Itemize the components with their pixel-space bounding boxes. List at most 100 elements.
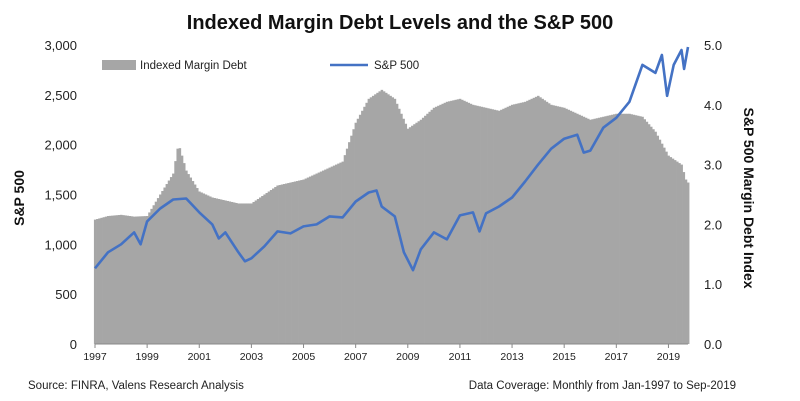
margin-debt-bar xyxy=(667,155,670,344)
margin-debt-bar xyxy=(528,99,531,344)
margin-debt-bar xyxy=(649,126,653,344)
margin-debt-bar xyxy=(632,114,636,345)
margin-debt-bar xyxy=(193,184,197,344)
margin-debt-bar xyxy=(222,199,225,344)
margin-debt-bar xyxy=(419,119,423,344)
margin-debt-bar xyxy=(604,116,607,345)
margin-debt-bar xyxy=(628,113,631,345)
margin-debt-bar xyxy=(178,148,182,344)
margin-debt-bar xyxy=(176,148,179,344)
y-axis-left-ticks: 0 500 1,000 1,500 2,000 2,500 3,000 xyxy=(44,38,77,352)
y-right-tick-label: 3.0 xyxy=(704,158,722,173)
margin-debt-bar xyxy=(450,100,453,345)
margin-debt-bar xyxy=(215,198,219,344)
margin-debt-bar xyxy=(130,216,134,344)
y-right-tick-label: 1.0 xyxy=(704,277,722,292)
margin-debt-bar xyxy=(169,177,173,344)
margin-debt-bar xyxy=(434,106,438,344)
margin-debt-bar xyxy=(543,100,547,344)
margin-debt-bar xyxy=(552,105,555,344)
margin-debt-bar xyxy=(684,179,688,344)
margin-debt-bar xyxy=(367,98,371,344)
coverage-note: Data Coverage: Monthly from Jan-1997 to … xyxy=(469,380,736,392)
margin-debt-bar xyxy=(174,161,177,344)
y-left-tick-label: 500 xyxy=(55,287,77,302)
margin-debt-bar xyxy=(106,216,110,344)
margin-debt-bar xyxy=(428,111,431,344)
margin-debt-bar xyxy=(324,169,327,344)
margin-debt-bar xyxy=(182,163,186,344)
x-tick-label: 2013 xyxy=(500,351,524,363)
margin-debt-bar xyxy=(554,105,557,345)
margin-debt-bar xyxy=(384,92,388,344)
margin-debt-bar xyxy=(615,113,618,345)
y-left-tick-label: 3,000 xyxy=(44,38,77,53)
margin-debt-bar xyxy=(337,163,340,344)
margin-debt-bar xyxy=(187,174,190,344)
margin-debt-bar xyxy=(526,100,529,345)
margin-debt-bar xyxy=(128,216,132,344)
margin-debt-bar xyxy=(641,116,644,344)
margin-debt-bar xyxy=(113,215,116,344)
margin-debt-bar xyxy=(654,131,657,344)
margin-debt-bar xyxy=(560,107,564,345)
margin-debt-bar xyxy=(534,96,538,345)
margin-debt-bar xyxy=(258,197,262,344)
margin-debt-bar xyxy=(380,89,384,344)
margin-debt-bar xyxy=(680,164,683,344)
margin-debt-bar xyxy=(311,175,314,344)
x-tick-label: 2009 xyxy=(396,351,420,363)
margin-debt-bar xyxy=(617,113,620,345)
margin-debt-bar xyxy=(276,185,279,344)
margin-debt-bar xyxy=(645,121,649,344)
margin-debt-bar xyxy=(365,102,368,344)
margin-debt-bar xyxy=(285,183,288,344)
margin-debt-bar xyxy=(339,162,342,344)
margin-debt-bar xyxy=(519,102,523,344)
margin-debt-bar xyxy=(163,187,166,344)
margin-debt-bar xyxy=(593,118,597,345)
margin-debt-bar xyxy=(308,176,312,344)
margin-debt-bar xyxy=(291,182,295,344)
margin-debt-bar xyxy=(452,100,455,344)
margin-debt-bar xyxy=(228,201,232,344)
legend-swatch-margin-debt xyxy=(102,60,136,70)
margin-debt-bar xyxy=(623,113,627,345)
margin-debt-bar xyxy=(159,194,162,344)
margin-debt-bar xyxy=(217,198,221,344)
margin-debt-bar xyxy=(356,118,360,345)
margin-debt-bar xyxy=(363,106,366,344)
x-tick-label: 2001 xyxy=(188,351,212,363)
margin-debt-bar xyxy=(673,160,677,344)
margin-debt-bar xyxy=(141,216,145,344)
x-tick-label: 1999 xyxy=(135,351,159,363)
margin-debt-bar xyxy=(154,201,158,344)
x-tick-label: 2011 xyxy=(449,351,472,363)
margin-debt-bar xyxy=(491,109,494,344)
y-right-tick-label: 5.0 xyxy=(704,38,722,53)
margin-debt-bar xyxy=(589,119,592,344)
margin-debt-bar xyxy=(421,117,425,344)
margin-debt-bar xyxy=(150,208,153,344)
margin-debt-bar xyxy=(250,203,253,344)
margin-debt-bar xyxy=(621,113,625,345)
margin-debt-bar xyxy=(669,157,673,344)
margin-debt-bar xyxy=(426,113,429,345)
margin-debt-bar xyxy=(180,155,184,344)
margin-debt-bar xyxy=(172,173,175,344)
margin-debt-bar xyxy=(465,101,468,344)
margin-debt-bar xyxy=(280,184,284,344)
margin-debt-bar xyxy=(232,202,236,344)
margin-debt-bar xyxy=(341,161,345,344)
margin-debt-bar xyxy=(230,201,234,344)
margin-debt-bar xyxy=(239,203,242,344)
margin-debt-bar xyxy=(321,170,325,344)
margin-debt-bar xyxy=(102,217,106,344)
margin-debt-bar xyxy=(445,101,449,344)
margin-debt-bar xyxy=(133,216,136,344)
margin-debt-bar xyxy=(537,95,540,344)
margin-debt-bar xyxy=(124,215,127,344)
margin-debt-bar xyxy=(135,216,138,344)
margin-debt-bar xyxy=(354,122,358,345)
margin-debt-bar xyxy=(243,203,247,344)
